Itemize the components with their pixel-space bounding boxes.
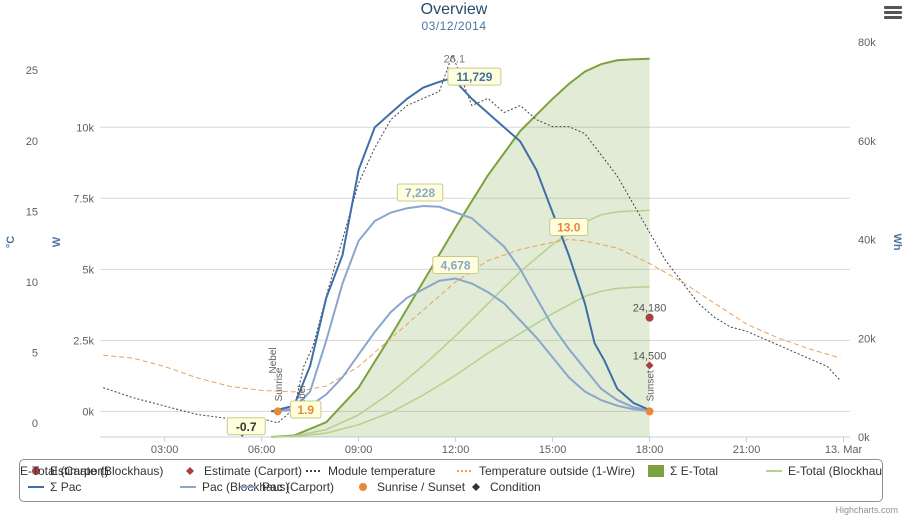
series-line-e-total	[271, 57, 650, 438]
sunset-label: Sunset	[646, 370, 657, 401]
y-tick-temperature: 10	[26, 277, 38, 289]
legend-item[interactable]: E-Total (Carport)	[20, 464, 109, 478]
x-tick-label: 09:00	[345, 444, 373, 456]
pac-carport-peak-label-box	[432, 255, 479, 274]
chart-subtitle: 03/12/2014	[421, 19, 487, 33]
series-line-pac-blockhaus	[271, 204, 650, 413]
y-axis-title-energy: Wh	[891, 233, 903, 250]
series-line-e-total-carport	[271, 286, 650, 438]
pac-carport-peak-label: 4,678	[441, 258, 471, 272]
condition-label: 1.9	[297, 403, 314, 417]
x-tick-label: 06:00	[248, 444, 276, 456]
legend-label: Temperature outside (1-Wire)	[479, 464, 635, 478]
hamburger-menu-icon[interactable]	[884, 4, 902, 20]
pac-blockhaus-peak-label: 7,228	[405, 186, 435, 200]
legend-label: Condition	[490, 480, 541, 494]
y-tick-energy: 40k	[858, 235, 876, 247]
legend-label: Sunrise / Sunset	[377, 480, 466, 494]
legend-item[interactable]: Module temperature	[306, 464, 436, 478]
legend-item[interactable]: Σ Pac	[28, 480, 81, 494]
y-tick-energy: 80k	[858, 37, 876, 49]
y-tick-power: 2.5k	[73, 335, 94, 347]
chart-title: Overview	[420, 1, 488, 18]
series-line-pac	[271, 76, 651, 413]
y-tick-power: 0k	[82, 406, 94, 418]
y-tick-temperature: 25	[26, 65, 38, 77]
legend-label: Σ Pac	[50, 480, 81, 494]
legend-svg: Estimate (Blockhaus) Estimate (Carport) Mo…	[20, 464, 892, 494]
y-axis-title-temperature: °C	[5, 236, 17, 248]
legend-symbol	[186, 467, 194, 475]
legend-symbol	[472, 483, 480, 491]
legend-item[interactable]: Estimate (Blockhaus)	[32, 464, 163, 478]
legend-item[interactable]: Temperature outside (1-Wire)	[457, 464, 635, 478]
chart-legend: Estimate (Blockhaus) Estimate (Carport) Mo…	[19, 459, 892, 502]
series-line-temperature-outside-1-wire	[103, 238, 841, 393]
module-temperature-peak-label: 26.1	[444, 54, 465, 66]
legend-symbol	[359, 483, 367, 491]
series-line-e-total-blockhaus	[271, 209, 650, 438]
y-tick-temperature: 15	[26, 206, 38, 218]
y-tick-power: 10k	[76, 122, 94, 134]
x-tick-label: 13. Mar	[825, 444, 863, 456]
condition-annotation: Nebel	[268, 347, 279, 373]
legend-label: Module temperature	[328, 464, 436, 478]
y-tick-energy: 60k	[858, 136, 876, 148]
y-tick-energy: 0k	[858, 432, 870, 444]
condition-min-label-box	[226, 417, 266, 436]
legend-item[interactable]: Σ E-Total	[648, 464, 718, 478]
estimate-carport-point	[645, 361, 654, 370]
sigma-pac-peak-label-box	[447, 67, 502, 86]
estimate-carport-label: 14,500	[633, 350, 667, 362]
legend-label: Σ E-Total	[670, 464, 718, 478]
x-tick-label: 03:00	[151, 444, 179, 456]
x-tick-label: 21:00	[733, 444, 761, 456]
pac-blockhaus-peak-label-box	[396, 183, 444, 202]
legend-item[interactable]: Condition	[472, 480, 541, 494]
series-line-module-temperature	[103, 53, 841, 428]
legend-label: Pac (Carport)	[262, 480, 334, 494]
legend-item[interactable]: Sunrise / Sunset	[359, 480, 466, 494]
legend-label: Estimate (Carport)	[204, 464, 302, 478]
y-tick-power: 5k	[82, 264, 94, 276]
credits-link[interactable]: Highcharts.com	[835, 505, 898, 515]
x-tick-label: 18:00	[636, 444, 664, 456]
sunset-point	[645, 407, 654, 416]
sunrise-point	[273, 407, 282, 416]
legend-label: E-Total (Carport)	[20, 464, 109, 478]
series-line-pac-carport	[271, 277, 650, 413]
legend-label: E-Total (Blockhaus)	[788, 464, 882, 478]
legend-label: Estimate (Blockhaus)	[50, 464, 163, 478]
y-axis-title-power: W	[51, 236, 63, 247]
legend-symbol	[648, 465, 664, 477]
legend-item[interactable]: Estimate (Carport)	[186, 464, 302, 478]
y-tick-temperature: 20	[26, 136, 38, 148]
condition-min-label: -0.7	[236, 420, 257, 434]
sigma-pac-peak-label: 11,729	[456, 70, 492, 84]
condition-annotation: Nebel	[297, 385, 308, 411]
temperature-outside-peak-label-box	[549, 218, 589, 236]
legend-symbol	[32, 467, 40, 475]
y-tick-energy: 20k	[858, 333, 876, 345]
condition-label-box	[289, 400, 322, 419]
estimate-blockhaus-label: 24,180	[633, 303, 667, 315]
legend-item[interactable]: E-Total (Blockhaus)	[766, 464, 892, 478]
x-tick-label: 12:00	[442, 444, 470, 456]
estimate-blockhaus-point	[645, 313, 654, 322]
sunrise-label: Sunrise	[274, 367, 285, 401]
x-tick-label: 15:00	[539, 444, 567, 456]
series-area-e-total	[271, 58, 650, 438]
temperature-outside-peak-label: 13.0	[557, 221, 581, 235]
y-tick-temperature: 5	[32, 347, 38, 359]
legend-item[interactable]: Pac (Carport)	[240, 480, 334, 494]
y-tick-temperature: 0	[32, 418, 38, 430]
y-tick-power: 7.5k	[73, 193, 94, 205]
